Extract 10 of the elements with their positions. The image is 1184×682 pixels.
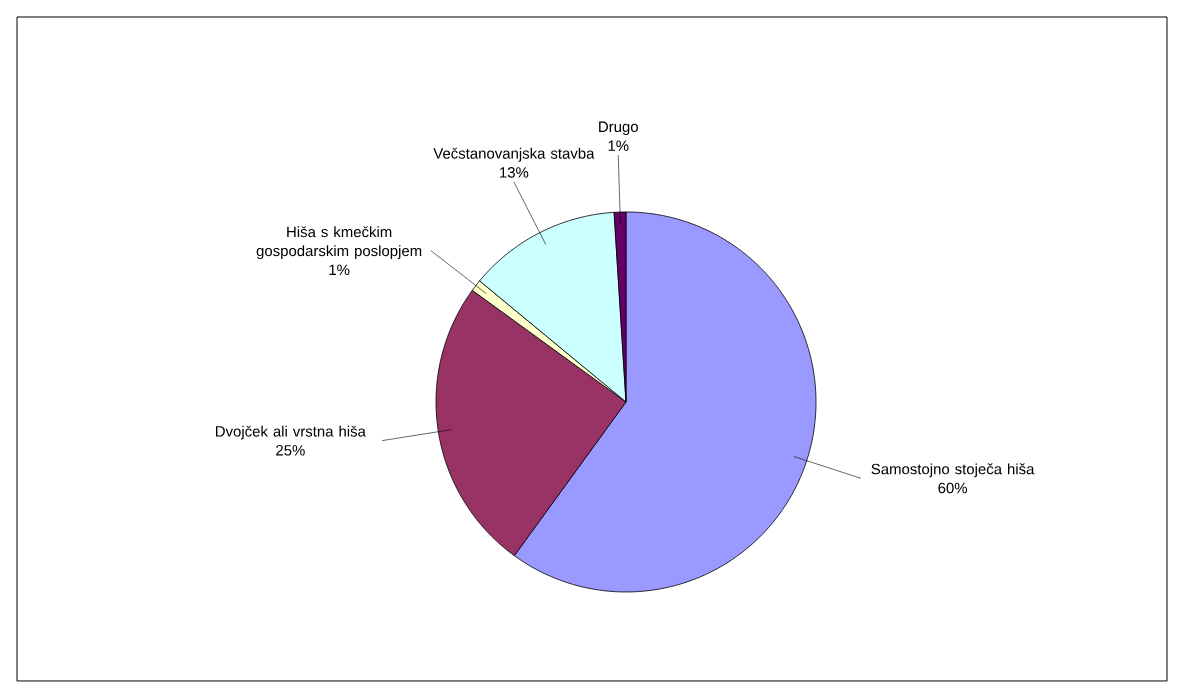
slice-label: Samostojno stoječa hiša — [871, 463, 1035, 478]
slice-label: Dvojček ali vrstna hiša — [215, 425, 366, 440]
data-label: 13% — [500, 167, 529, 178]
slice-label: Večstanovanjska stavba — [433, 147, 595, 162]
data-label: 25% — [276, 445, 305, 456]
data-label: 1% — [608, 140, 629, 151]
slice-label: Drugo — [599, 121, 638, 135]
slice-label: Hiša s kmečkim gospodarskim poslopjem — [256, 226, 422, 260]
data-label: 60% — [938, 482, 968, 494]
data-label: 1% — [329, 264, 350, 276]
